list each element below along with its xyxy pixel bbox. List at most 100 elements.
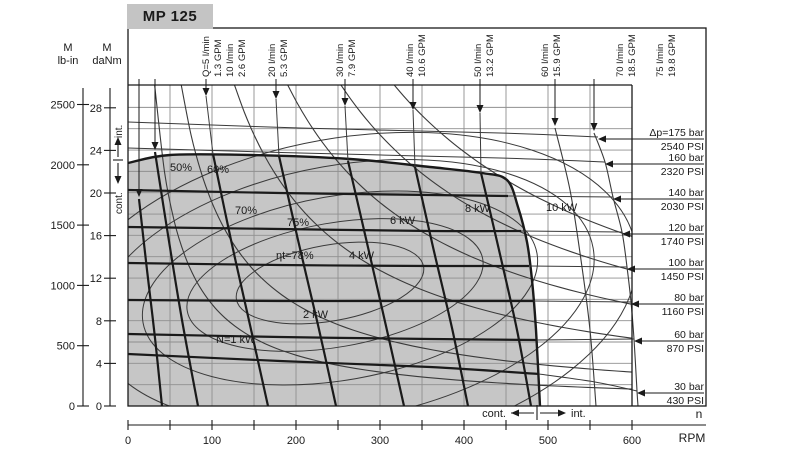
flow-line-60 l/min — [479, 172, 533, 407]
power-label-10kw: 10 kW — [546, 202, 578, 214]
power-curve-10kw — [393, 85, 632, 238]
x-axis — [127, 420, 706, 430]
axis-header-danm: M daNm — [84, 42, 130, 68]
flow-line-20 l/min — [211, 153, 270, 407]
x-tick-label-500: 500 — [539, 435, 557, 447]
pressure-label-psi: 2030 PSI — [661, 201, 704, 213]
pressure-label-psi: 1160 PSI — [662, 306, 704, 318]
flow-label-lmin: 30 l/min — [335, 44, 346, 77]
rect — [127, 27, 707, 407]
flow-label-gpm: 19.8 GPM — [667, 34, 678, 77]
flow-label-gpm: 7.9 GPM — [347, 39, 358, 77]
x-axis-variable: n — [695, 407, 703, 421]
x-tick-label-100: 100 — [203, 435, 221, 447]
power-label-2kw: 2 kW — [303, 309, 329, 321]
flow-label-gpm: 15.9 GPM — [552, 34, 563, 77]
pressure-arrow-head — [622, 230, 630, 238]
power-label-1kw: N=1 kW — [216, 334, 256, 346]
pressure-label-psi: 430 PSI — [667, 395, 704, 407]
pressure-label-psi: 2320 PSI — [661, 166, 704, 178]
y_danm-tick-label-24: 24 — [90, 145, 102, 157]
y_danm-tick-label-12: 12 — [90, 273, 102, 285]
flow-arrow-head — [476, 105, 484, 113]
pressure-arrow-head — [627, 265, 635, 273]
y_danm-tick-label-4: 4 — [96, 358, 102, 370]
efficiency-label-60%: 60% — [207, 164, 229, 176]
continuous-zone-boundary — [127, 153, 542, 407]
axis-header-lbin: M lb-in — [46, 42, 90, 68]
pressure-label-bar: 120 bar — [668, 222, 704, 234]
pressure-line-thin-80 bar — [533, 300, 632, 303]
bottom-indicator-cont-label: cont. — [482, 408, 506, 420]
pressure-line-80 bar — [127, 298, 534, 303]
y_danm-axis — [104, 88, 116, 407]
y_lbin-tick-label-2500: 2500 — [51, 100, 75, 112]
y_danm-tick-label-0: 0 — [96, 401, 102, 413]
pressure-line-thin-160 bar — [127, 147, 606, 163]
pressure-line-thin-140 bar — [507, 195, 614, 198]
left-indicator-int-label: int. — [114, 125, 125, 138]
x-tick-label-600: 600 — [623, 435, 641, 447]
flow-arrow-head — [551, 118, 559, 126]
bottom-indicator-right-head — [558, 409, 566, 417]
pressure-line-140 bar — [127, 188, 509, 198]
flow-label-gpm: 1.3 GPM — [213, 39, 224, 77]
pressure-arrow-head — [631, 300, 639, 308]
flow-line-10 l/min — [153, 151, 200, 407]
x-tick-label-200: 200 — [287, 435, 305, 447]
y_lbin-tick-label-500: 500 — [57, 341, 75, 353]
flow-line-ext — [275, 98, 280, 157]
pressure-arrow-head — [605, 160, 613, 168]
power-label-8kw: 8 kW — [465, 203, 491, 215]
flow-label-lmin: Q=5 l/min — [201, 36, 212, 77]
flow-label-lmin: 50 l/min — [473, 44, 484, 77]
pressure-line-thin-30 bar — [538, 373, 638, 392]
y_danm-tick-label-8: 8 — [96, 316, 102, 328]
flow-line-thin-70 l/min — [554, 127, 597, 407]
y_danm-tick-label-20: 20 — [90, 188, 102, 200]
efficiency-label-75%: 75% — [287, 217, 309, 229]
pressure-line-thin-100 bar — [528, 265, 628, 268]
pressure-line-30 bar — [127, 352, 540, 376]
pressure-line-60 bar — [127, 332, 538, 342]
left-indicator-cont-label: cont. — [114, 192, 125, 214]
flow-label-lmin: 60 l/min — [540, 44, 551, 77]
flow-label-gpm: 18.5 GPM — [627, 34, 638, 77]
continuous-zone — [128, 154, 540, 406]
x-axis-unit: RPM — [678, 431, 706, 445]
axis-header-lbin-unit: lb-in — [57, 55, 79, 67]
y_lbin-tick-label-0: 0 — [69, 401, 75, 413]
left-indicator-up-head — [114, 137, 122, 145]
efficiency-contour-75% — [186, 218, 484, 352]
pressure-arrow-head — [637, 389, 645, 397]
flow-label-gpm: 2.6 GPM — [237, 39, 248, 77]
power-label-6kw: 6 kW — [390, 215, 416, 227]
x-tick-label-400: 400 — [455, 435, 473, 447]
pressure-label-bar: 100 bar — [668, 257, 704, 269]
y_danm-tick-label-16: 16 — [90, 231, 102, 243]
flow-arrow-head — [202, 88, 210, 96]
pressure-label-bar: 160 bar — [668, 152, 704, 164]
axis-header-danm-unit: daNm — [92, 55, 122, 67]
flow-label-gpm: 10.6 GPM — [417, 34, 428, 77]
pressure-line-100 bar — [127, 261, 530, 268]
pressure-label-bar: 140 bar — [668, 187, 704, 199]
flow-line-ext — [479, 112, 482, 174]
x-tick-label-0: 0 — [125, 435, 131, 447]
power-curve-6kw — [287, 85, 632, 305]
pressure-label-psi: 1450 PSI — [661, 271, 704, 283]
axis-header-danm-symbol: M — [102, 42, 112, 54]
power-label-4kw: 4 kW — [349, 250, 375, 262]
pressure-line-thin-60 bar — [536, 338, 635, 341]
axis-header-lbin-symbol: M — [63, 42, 73, 54]
flow-line-ext — [205, 95, 214, 155]
pressure-arrow-head — [613, 195, 621, 203]
pressure-line-thin-Δp=175 bar — [127, 121, 599, 138]
flow-arrow-head — [135, 189, 143, 197]
pressure-arrow-head — [598, 135, 606, 143]
power-curve-8kw — [340, 85, 632, 271]
flow-line-ext — [344, 105, 349, 162]
flow-arrow-head — [272, 91, 280, 99]
flow-label-gpm: 5.3 GPM — [279, 39, 290, 77]
